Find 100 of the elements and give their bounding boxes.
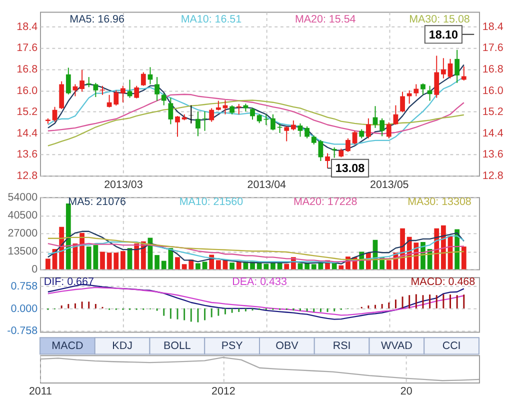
text: MA10: 21560 xyxy=(179,196,244,208)
text: MA10: 16.51 xyxy=(180,13,242,26)
y-tick-label: 13500 xyxy=(8,246,38,258)
y-tick-label: 15.2 xyxy=(16,106,38,118)
y2-tick-label: 16.8 xyxy=(482,63,504,76)
bar xyxy=(277,262,282,270)
text: WVAD xyxy=(381,340,413,352)
candlestick xyxy=(454,49,460,84)
candlestick xyxy=(175,115,180,138)
bar xyxy=(175,257,180,270)
y-tick-label: 14.4 xyxy=(16,127,38,140)
y2-tick-label: 14.4 xyxy=(482,127,504,140)
y-tick-label: 40500 xyxy=(8,210,38,222)
candlestick xyxy=(352,130,358,145)
y-tick-label: 17.6 xyxy=(16,42,38,54)
y2-tick-label: 15.2 xyxy=(482,106,504,118)
bar xyxy=(298,263,303,270)
candlestick xyxy=(325,152,330,169)
bar xyxy=(230,262,234,270)
bar xyxy=(66,203,71,270)
y-tick-label: -0.758 xyxy=(7,325,38,338)
annotation: 13.08 xyxy=(335,162,366,176)
bar xyxy=(80,232,84,270)
candlestick xyxy=(366,118,371,139)
text: PSY xyxy=(221,340,243,352)
candlestick xyxy=(188,104,194,124)
candlestick xyxy=(209,108,214,122)
candlestick xyxy=(236,103,242,115)
candlestick xyxy=(461,66,466,81)
candlestick xyxy=(290,120,296,131)
y2-tick-label: 17.6 xyxy=(482,42,504,54)
bar xyxy=(134,244,140,270)
candlestick xyxy=(311,134,316,145)
bar xyxy=(461,246,466,270)
candlestick xyxy=(216,100,221,111)
candlestick xyxy=(100,85,105,96)
bar xyxy=(100,252,105,270)
candlestick xyxy=(441,58,446,79)
candlestick xyxy=(80,69,84,92)
candlestick xyxy=(434,55,440,98)
bar xyxy=(284,264,290,270)
y2-tick-label: 12.8 xyxy=(482,170,504,182)
y-tick-label: 0 xyxy=(32,264,38,276)
series-label: DEA: 0.433 xyxy=(232,276,287,288)
text: CCI xyxy=(442,340,461,352)
bar xyxy=(154,255,160,270)
candlestick xyxy=(400,91,405,113)
candlestick xyxy=(134,85,140,99)
candlestick xyxy=(196,110,200,137)
bar xyxy=(202,262,208,270)
y-tick-label: 16.0 xyxy=(16,84,38,97)
annotation: 18.10 xyxy=(428,28,459,42)
y-tick-label: 27000 xyxy=(8,228,38,240)
candlestick xyxy=(59,80,64,110)
text: BOLL xyxy=(163,340,191,352)
candlestick xyxy=(230,104,234,115)
candlestick xyxy=(380,118,385,137)
y-tick-label: 54000 xyxy=(8,192,38,204)
candlestick xyxy=(298,122,303,138)
text: KDJ xyxy=(112,340,132,352)
series-label: DIF: 0.667 xyxy=(44,276,94,288)
candlestick xyxy=(332,146,337,158)
candlestick xyxy=(304,126,310,139)
candlestick xyxy=(127,79,132,98)
candlestick xyxy=(346,138,350,152)
text: MA20: 15.54 xyxy=(294,13,356,26)
text: MA30: 13308 xyxy=(408,196,472,208)
y2-tick-label: 16.0 xyxy=(482,84,504,97)
candlestick xyxy=(318,139,324,162)
bar xyxy=(120,251,126,270)
candlestick xyxy=(168,97,174,125)
y-tick-label: 0.758 xyxy=(10,280,38,292)
y-tick-label: 12.8 xyxy=(16,170,38,182)
candlestick xyxy=(72,84,78,97)
x-tick-label: 2013/04 xyxy=(247,178,286,191)
text: MA20: 17228 xyxy=(293,196,358,208)
y2-tick-label: 18.4 xyxy=(482,20,504,33)
y-tick-label: 18.4 xyxy=(16,20,38,33)
bar xyxy=(311,264,316,270)
x-tick-label: 2013/03 xyxy=(104,178,143,191)
candlestick xyxy=(359,128,364,139)
candlestick xyxy=(420,82,426,96)
candlestick xyxy=(284,126,290,142)
text: OBV xyxy=(276,340,300,352)
line-series xyxy=(47,230,464,264)
bar xyxy=(338,265,344,270)
bar xyxy=(270,262,276,270)
candlestick xyxy=(140,72,146,86)
candlestick xyxy=(250,107,255,120)
candlestick xyxy=(448,58,453,79)
candlestick xyxy=(270,114,276,131)
text: MA5: 16.96 xyxy=(70,13,125,26)
x-tick-label: 2012 xyxy=(211,386,236,398)
bar xyxy=(196,263,200,270)
candlestick xyxy=(120,85,126,103)
text: MA5: 21076 xyxy=(68,196,126,208)
series-label: MACD: 0.468 xyxy=(410,276,476,288)
candlestick xyxy=(414,84,419,97)
line-series xyxy=(47,242,464,262)
text: MACD xyxy=(52,340,84,352)
